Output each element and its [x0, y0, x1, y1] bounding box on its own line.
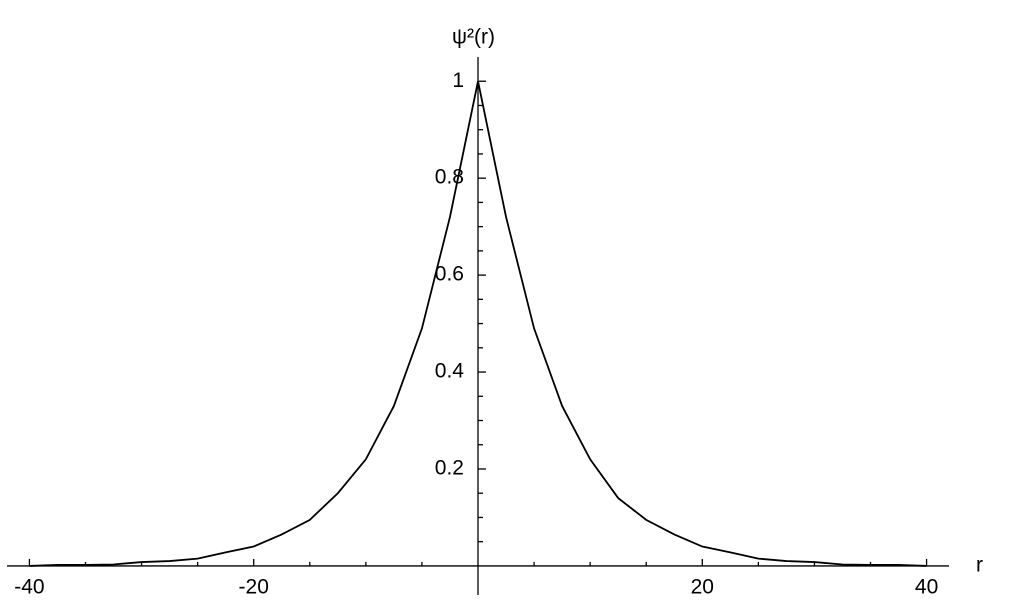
x-tick-label: -40 [14, 575, 44, 598]
y-tick-label: 0.6 [435, 263, 464, 286]
y-tick-label: 1 [452, 69, 464, 92]
x-tick-label: 40 [915, 575, 938, 598]
y-axis-label: ψ²(r) [452, 26, 495, 49]
y-tick-label: 0.4 [435, 360, 465, 383]
y-tick-label: 0.2 [435, 457, 464, 480]
x-tick-label: 20 [691, 575, 714, 598]
x-axis-label: r [976, 554, 983, 577]
line-series [29, 81, 927, 567]
x-tick-label: -20 [239, 575, 269, 598]
